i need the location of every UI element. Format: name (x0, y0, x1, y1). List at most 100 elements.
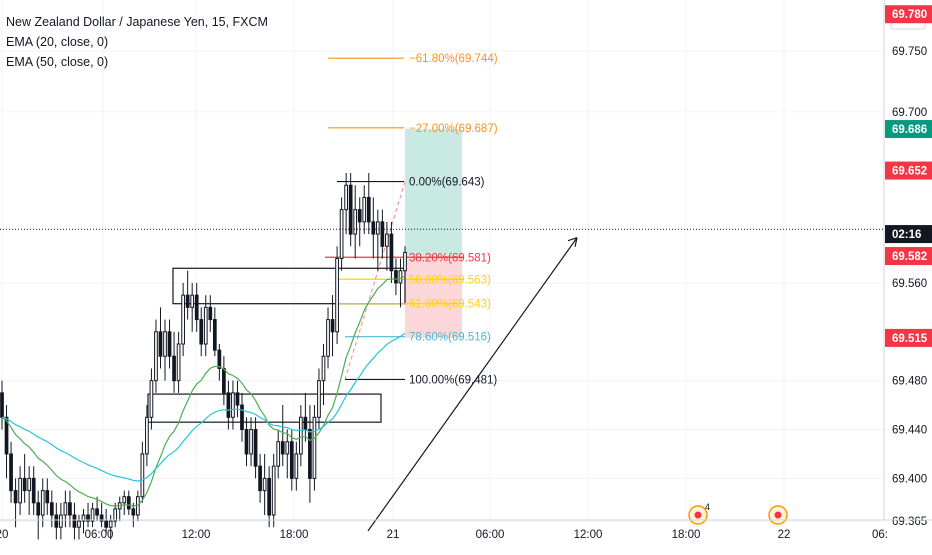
candle-body (312, 416, 317, 479)
candle-body (344, 184, 348, 211)
zone-rectangle (172, 267, 406, 305)
candle-body (113, 508, 118, 522)
position-profit-zone (405, 129, 462, 257)
candle-body (72, 514, 77, 528)
candle-body (271, 465, 276, 516)
fib-level-label: 100.00%(69.481) (409, 374, 497, 386)
legend-ema-50: EMA (50, close, 0) (6, 55, 109, 69)
price-badge-label: 02:16 (892, 229, 921, 241)
candle-body (235, 392, 240, 406)
candle-body (22, 477, 27, 492)
candle-body (86, 514, 90, 522)
candle-body (45, 490, 50, 504)
price-badge-label: 69.652 (892, 166, 927, 178)
candle-body (348, 184, 353, 235)
price-badge-label: 69.780 (892, 9, 927, 21)
time-tick-label: 20 (0, 529, 8, 541)
candle-body (181, 294, 185, 345)
candle-body (154, 331, 158, 382)
price-tick-label: 69.440 (892, 425, 927, 437)
candle-body (335, 258, 339, 333)
candle-body (54, 514, 59, 528)
price-tick-label: 69.750 (892, 46, 927, 58)
candle-body (276, 441, 281, 467)
candle-body (330, 319, 335, 333)
candle-body (4, 416, 9, 455)
candle-body (122, 496, 127, 504)
trend-arrow (367, 237, 578, 532)
candle-body (104, 520, 109, 528)
candle-body (59, 514, 63, 528)
price-badge (885, 5, 932, 24)
candle-body (9, 453, 13, 492)
candle-body (339, 209, 344, 260)
event-marker-count: 4 (705, 502, 710, 512)
candle-body (398, 270, 403, 284)
candle-body (267, 477, 272, 516)
candle-body (81, 514, 86, 522)
candle-body (303, 416, 308, 431)
candle-body (131, 508, 136, 516)
candle-body (172, 355, 176, 382)
candle-body (126, 496, 131, 510)
price-badge (885, 120, 932, 139)
price-tick-label: 69.365 (892, 516, 927, 528)
candle-body (163, 331, 167, 357)
time-tick-label: 12:00 (182, 529, 211, 541)
candle-body (294, 453, 299, 479)
candle-body (231, 392, 235, 418)
legend-ema-20: EMA (20, close, 0) (6, 35, 109, 49)
time-tick-label: 21 (387, 529, 400, 541)
ema-50-line (1, 332, 406, 482)
candle-body (262, 477, 267, 492)
candle-body (0, 392, 4, 418)
candle-body (222, 367, 226, 394)
candle-body (199, 319, 204, 345)
candle-body (99, 514, 104, 522)
candle-body (18, 477, 22, 504)
price-tick-label: 69.480 (892, 376, 927, 388)
candle-body (353, 209, 358, 235)
candle-body (167, 331, 172, 357)
candle-body (36, 502, 41, 516)
candle-body (362, 196, 367, 223)
price-badge-label: 69.686 (892, 124, 927, 136)
candle-body (31, 477, 36, 504)
time-tick-label: 18:00 (672, 529, 701, 541)
candle-body (149, 380, 154, 418)
candle-body (13, 490, 18, 504)
candle-body (249, 429, 253, 455)
fib-level-label: 61.80%(69.543) (409, 299, 491, 311)
price-badge-label: 69.582 (892, 251, 927, 263)
candle-body (63, 502, 68, 516)
fib-level-label: 0.00%(69.643) (409, 177, 485, 189)
candle-body (403, 251, 407, 272)
event-marker-dot (694, 511, 702, 519)
candle-body (226, 392, 231, 418)
event-marker-dot (774, 511, 782, 519)
candle-body (158, 331, 163, 357)
fib-level-label: 50.00%(69.563) (409, 274, 491, 286)
time-tick-label: 12:00 (574, 529, 603, 541)
candle-body (217, 349, 222, 369)
candle-body (194, 294, 199, 321)
time-tick-label: 06:00 (476, 529, 505, 541)
price-badge (885, 247, 932, 266)
price-badge (885, 328, 932, 347)
candle-body (357, 209, 362, 223)
candle-body (326, 319, 330, 357)
price-badge-label: 69.515 (892, 333, 928, 345)
candle-body (208, 306, 213, 321)
candle-body (145, 416, 149, 455)
candle-body (68, 502, 72, 516)
candle-body (371, 221, 376, 235)
candle-body (244, 429, 249, 455)
candle-body (240, 404, 244, 431)
candle-body (190, 294, 195, 308)
candle-body (280, 441, 285, 455)
candle-body (49, 502, 54, 516)
candle-body (90, 508, 95, 522)
fib-level-label: −27.00%(69.687) (409, 123, 498, 135)
